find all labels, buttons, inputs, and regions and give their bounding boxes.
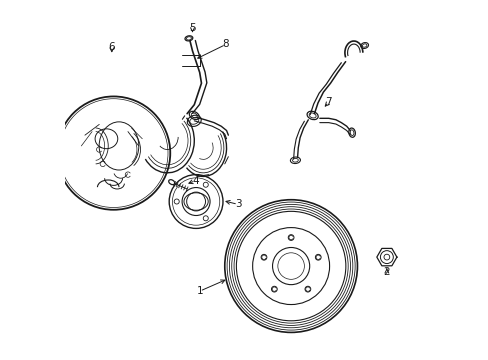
Text: 5: 5 — [189, 23, 195, 33]
Text: 4: 4 — [192, 176, 198, 186]
Text: 3: 3 — [234, 199, 241, 210]
Text: 2: 2 — [383, 267, 389, 277]
Text: 1: 1 — [196, 286, 203, 296]
Text: 7: 7 — [325, 97, 331, 107]
Text: 6: 6 — [108, 42, 115, 52]
Text: 8: 8 — [222, 40, 229, 49]
